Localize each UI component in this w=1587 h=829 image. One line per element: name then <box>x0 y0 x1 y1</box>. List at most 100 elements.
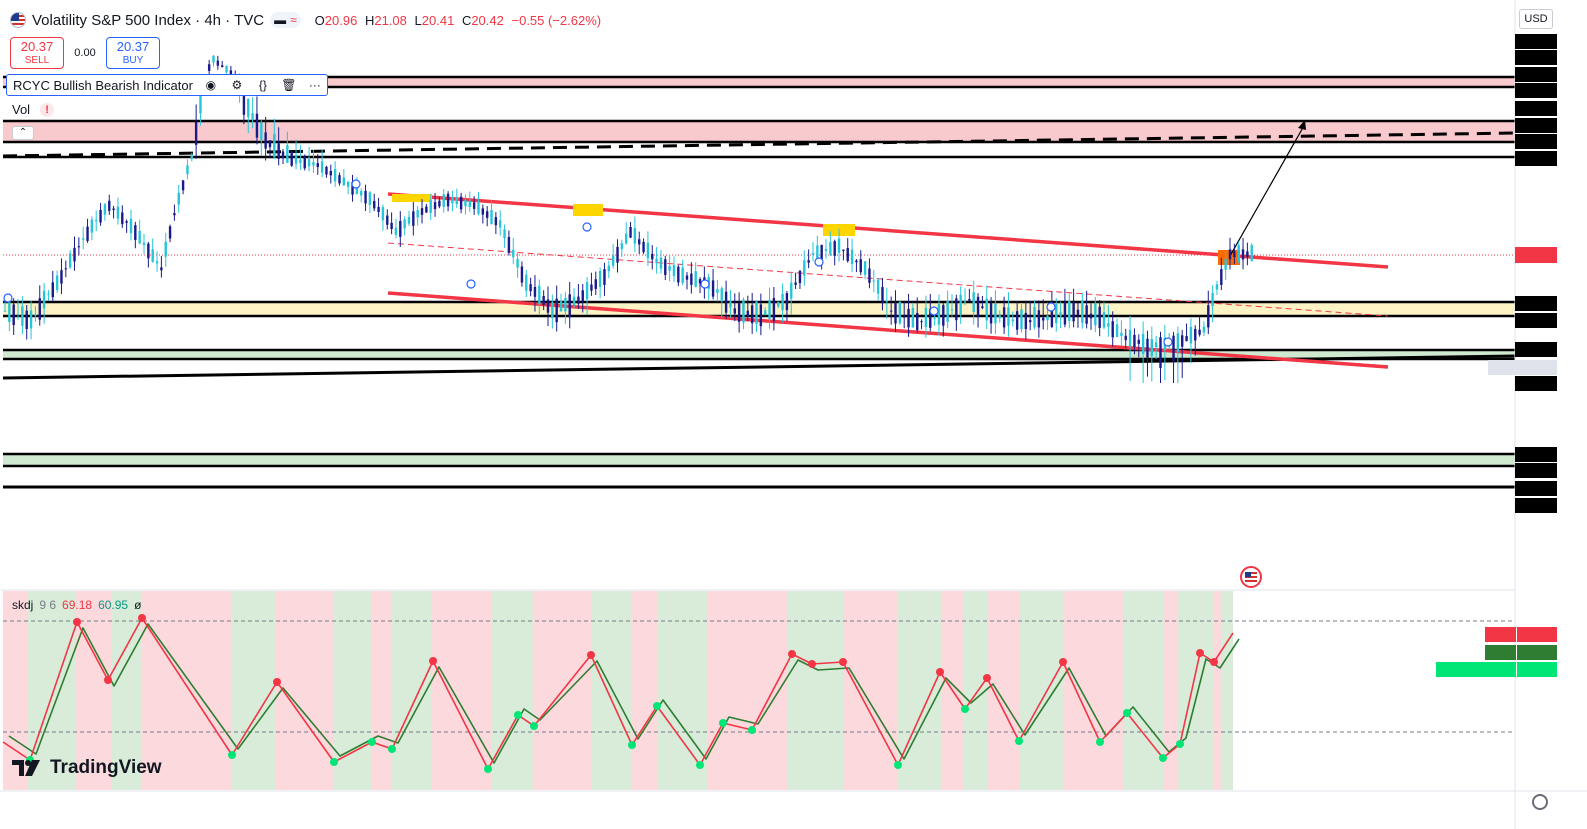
alert-icon[interactable]: ! <box>40 102 55 117</box>
candle-body <box>881 287 884 304</box>
minus-icon: ▬ <box>274 13 287 27</box>
death-cross-dot <box>587 651 595 659</box>
us-flag-icon[interactable] <box>1240 566 1262 588</box>
candle-body <box>416 209 419 218</box>
candle-body <box>151 249 154 262</box>
candle-body <box>724 291 728 313</box>
us-flag-icon <box>10 12 26 28</box>
candle-body <box>672 265 676 276</box>
indicator-legend[interactable]: RCYC Bullish Bearish Indicator ◉ ⚙ {} 🗑 … <box>6 74 328 96</box>
low-label <box>1488 360 1516 375</box>
bearish-band <box>1063 591 1124 790</box>
candle-body <box>95 220 98 222</box>
golden-cross-dot <box>961 705 969 713</box>
market-status-pill[interactable]: ▬ ≈ <box>270 12 301 28</box>
candle-body <box>820 244 823 260</box>
candle-body <box>1172 335 1175 362</box>
golden-cross-dot <box>1096 738 1104 746</box>
candle-body <box>381 207 385 221</box>
candle-body <box>481 208 485 215</box>
candle-body <box>199 94 202 114</box>
source-code-icon[interactable]: {} <box>258 78 267 92</box>
resistance-zone-top <box>3 76 1515 88</box>
bearish-band <box>1163 591 1178 790</box>
candle-body <box>772 297 776 321</box>
candle-body <box>138 230 141 244</box>
candle-body <box>42 290 46 309</box>
more-icon[interactable]: ··· <box>308 78 321 92</box>
candle-body <box>294 154 298 164</box>
candle-body <box>160 267 163 271</box>
candle-body <box>955 298 958 321</box>
wave-icon: ≈ <box>290 13 297 27</box>
symbol-title[interactable]: Volatility S&P 500 Index · 4h · TVC <box>32 11 265 29</box>
candle-body <box>611 255 615 266</box>
candle-body <box>181 180 185 191</box>
price-level-badge <box>1515 481 1557 496</box>
skdj-slow-label <box>1485 645 1516 660</box>
candle-body <box>303 156 306 169</box>
golden-cross-dot <box>368 738 376 746</box>
candle-body <box>1198 329 1201 335</box>
candle-body <box>177 192 180 205</box>
candle-body <box>490 209 493 225</box>
signal-marker <box>814 257 824 267</box>
candle-body <box>255 113 259 138</box>
eye-icon[interactable]: ◉ <box>205 78 217 92</box>
sell-button[interactable]: 20.37 SELL <box>10 37 64 69</box>
candle-body <box>972 292 975 312</box>
ohlc-readout: O20.96 H21.08 L20.41 C20.42 −0.55 (−2.62… <box>314 12 602 28</box>
candle-body <box>551 302 554 318</box>
candle-body <box>807 260 810 263</box>
signal-marker <box>929 306 939 316</box>
candle-body <box>963 301 967 303</box>
candle-body <box>433 202 437 210</box>
candle-body <box>1055 304 1058 324</box>
low-value-badge <box>1515 360 1557 375</box>
candle-body <box>1002 307 1006 328</box>
candle-body <box>711 280 715 297</box>
chart-settings-icon[interactable] <box>1532 794 1548 810</box>
candle-body <box>768 299 771 320</box>
channel-mid <box>387 242 1389 317</box>
candle-body <box>898 302 902 324</box>
skdj-legend[interactable]: skdj 9 6 69.18 60.95 ø <box>12 598 141 612</box>
candle-body <box>333 169 337 182</box>
currency-selector[interactable]: USD <box>1519 9 1553 29</box>
dashed-level <box>2 131 1516 158</box>
candle-body <box>642 241 645 253</box>
logo-text: TradingView <box>50 757 162 778</box>
candle-body <box>512 249 515 258</box>
bullish-band <box>1178 591 1214 790</box>
bearish-band <box>632 591 657 790</box>
candle-body <box>803 260 806 276</box>
price-level-badge <box>1515 101 1557 116</box>
candle-body <box>763 310 767 315</box>
candle-body <box>420 208 424 215</box>
signal-marker <box>582 222 592 232</box>
candle-body <box>403 219 406 229</box>
death-cross-dot <box>1210 658 1218 666</box>
buy-button[interactable]: 20.37 BUY <box>106 37 160 69</box>
candle-body <box>1194 328 1197 341</box>
candle-body <box>1020 309 1023 330</box>
death-cross-dot <box>983 674 991 682</box>
candle-body <box>594 279 597 289</box>
candle-body <box>911 307 915 328</box>
candle-body <box>581 290 584 302</box>
candle-body <box>464 199 467 207</box>
delete-icon[interactable]: 🗑 <box>281 78 297 92</box>
tradingview-logo: TradingView <box>12 757 162 779</box>
bullish-band <box>111 591 142 790</box>
candle-body <box>520 266 524 283</box>
candle-body <box>477 201 480 214</box>
collapse-legend-button[interactable]: ⌃ <box>12 126 34 140</box>
volume-legend[interactable]: Vol ! <box>12 102 55 117</box>
candle-body <box>121 212 124 225</box>
golden-cross-dot <box>388 745 396 753</box>
current-price-badge <box>1515 247 1557 263</box>
candle-body <box>268 140 272 148</box>
candle-body <box>646 242 650 259</box>
settings-icon[interactable]: ⚙ <box>231 78 243 92</box>
